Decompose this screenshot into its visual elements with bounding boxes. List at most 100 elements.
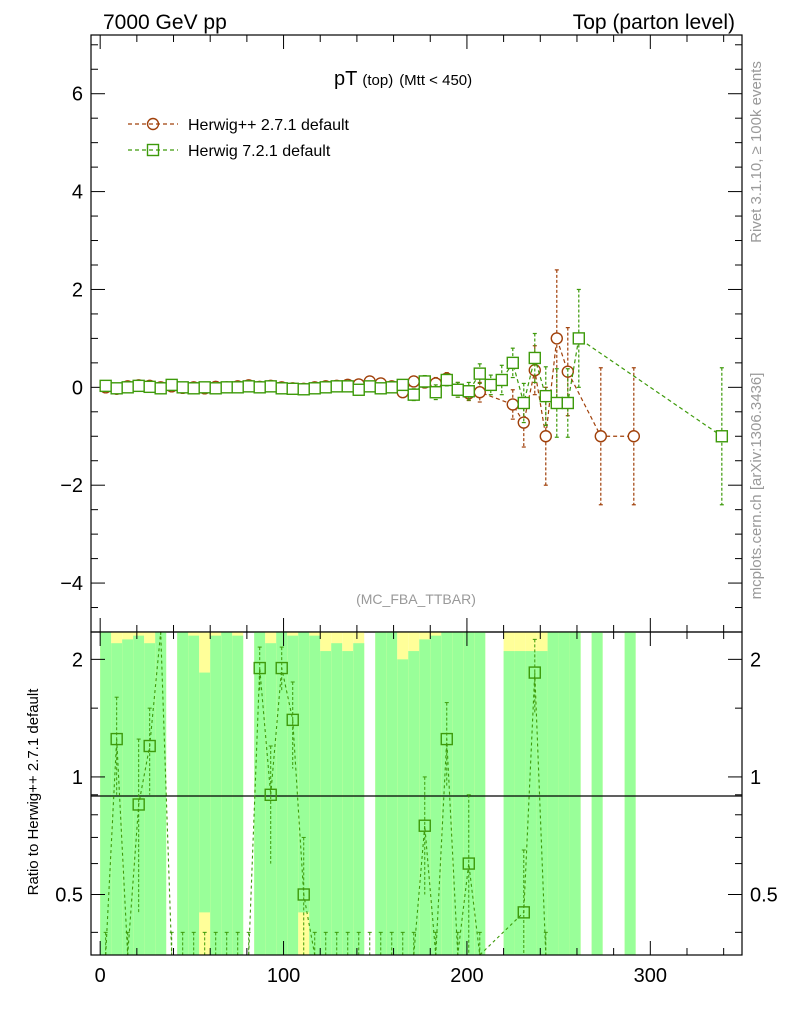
band-green	[276, 632, 288, 955]
band-green	[111, 643, 123, 955]
data-point	[715, 430, 729, 443]
band-green	[569, 632, 581, 955]
main-ytick-label: −2	[60, 475, 83, 497]
mcplots-label: mcplots.cern.ch [arXiv:1306.3436]	[748, 373, 765, 600]
ratio-point	[286, 713, 299, 727]
ratio-ytick-label-right: 2	[750, 649, 761, 671]
ratio-ytick-label-right: 0.5	[750, 885, 778, 907]
data-point	[275, 382, 288, 395]
band-green	[199, 672, 211, 913]
data-point	[418, 375, 431, 388]
plot-title-paren: (top)	[362, 72, 393, 89]
data-point	[484, 378, 497, 392]
data-point	[187, 382, 200, 395]
data-point	[242, 380, 255, 393]
data-point	[132, 379, 145, 393]
data-point	[407, 388, 420, 401]
data-point	[539, 430, 552, 443]
data-point	[451, 383, 464, 396]
band-green	[397, 659, 409, 955]
ratio-point	[275, 661, 288, 675]
band-green	[503, 651, 515, 955]
data-point	[627, 430, 641, 443]
data-point	[341, 380, 354, 393]
band-green	[375, 632, 387, 955]
data-point	[539, 389, 552, 403]
band-green	[254, 632, 266, 955]
band-green	[309, 635, 321, 955]
data-point	[385, 381, 398, 394]
data-point	[495, 373, 508, 387]
data-point	[550, 332, 563, 345]
ratio-ylabel: Ratio to Herwig++ 2.7.1 default	[25, 688, 42, 896]
ratio-xtick-label: 300	[634, 965, 667, 987]
data-point	[297, 383, 310, 396]
band-green	[591, 632, 603, 955]
band-green	[452, 632, 464, 955]
data-point	[462, 385, 475, 398]
legend-label-herwig7: Herwig 7.2.1 default	[188, 143, 331, 160]
plot-title-cut: (Mtt < 450)	[399, 72, 472, 89]
ratio-axis-ticks: 0.5 0.5 1 1 2 2 0 100 200 300	[55, 632, 778, 987]
data-point	[110, 382, 123, 395]
ratio-panel: 0.5 0.5 1 1 2 2 0 100 200 300	[55, 631, 778, 987]
data-point	[517, 396, 530, 410]
band-green	[408, 651, 420, 955]
band-green	[536, 651, 548, 955]
ratio-point	[418, 819, 431, 832]
data-point	[572, 332, 585, 345]
band-green	[558, 632, 570, 955]
main-axis-ticks: −4 −2 0 2 4 6	[60, 35, 742, 632]
legend-marker-herwig7	[146, 143, 160, 157]
band-green	[320, 651, 332, 955]
ratio-xtick-label: 200	[450, 965, 483, 987]
legend-entry-herwigpp: Herwig++ 2.7.1 default	[128, 117, 350, 134]
main-ytick-label: 2	[72, 279, 83, 301]
band-green	[353, 643, 365, 955]
main-ytick-label: 6	[72, 84, 83, 106]
data-point	[176, 381, 189, 394]
band-green	[177, 632, 189, 955]
data-point	[209, 382, 222, 395]
data-point	[550, 396, 563, 410]
plot-title: pT (top) (Mtt < 450)	[334, 68, 472, 90]
header-right: Top (parton level)	[573, 11, 735, 34]
ratio-point	[143, 739, 156, 753]
data-point	[407, 375, 420, 388]
data-point	[319, 381, 332, 394]
band-green	[386, 632, 398, 955]
data-point	[231, 381, 244, 394]
data-point	[528, 351, 541, 365]
series-herwig7	[99, 288, 729, 506]
ratio-point	[110, 732, 123, 746]
data-point	[429, 386, 442, 399]
data-point	[473, 386, 486, 399]
ratio-ytick-label-right: 1	[750, 767, 761, 789]
data-point	[253, 381, 266, 394]
data-point	[308, 382, 321, 395]
ratio-point	[253, 661, 266, 675]
main-panel: −4 −2 0 2 4 6 pT (top) (Mtt < 450) Herwig++ 2.7…	[60, 34, 743, 633]
band-green	[100, 632, 112, 955]
data-point	[561, 396, 574, 410]
ratio-point	[264, 788, 277, 801]
data-point	[506, 356, 519, 370]
data-point	[99, 379, 112, 393]
band-green	[155, 632, 167, 955]
data-point	[121, 381, 134, 394]
legend: Herwig++ 2.7.1 default Herwig 7.2.1 defa…	[128, 117, 350, 160]
band-green	[287, 635, 299, 955]
data-point	[473, 367, 486, 380]
band-green	[122, 639, 134, 955]
main-ytick-label: 4	[72, 182, 83, 204]
legend-marker-herwigpp	[146, 117, 160, 131]
plot-title-main: pT	[334, 68, 357, 90]
band-green	[525, 651, 537, 955]
band-green	[221, 632, 233, 955]
data-point	[352, 383, 365, 396]
band-green	[342, 651, 354, 955]
analysis-label: (MC_FBA_TTBAR)	[356, 591, 476, 607]
band-green	[441, 632, 453, 955]
rivet-label: Rivet 3.1.10, ≥ 100k events	[748, 61, 765, 243]
